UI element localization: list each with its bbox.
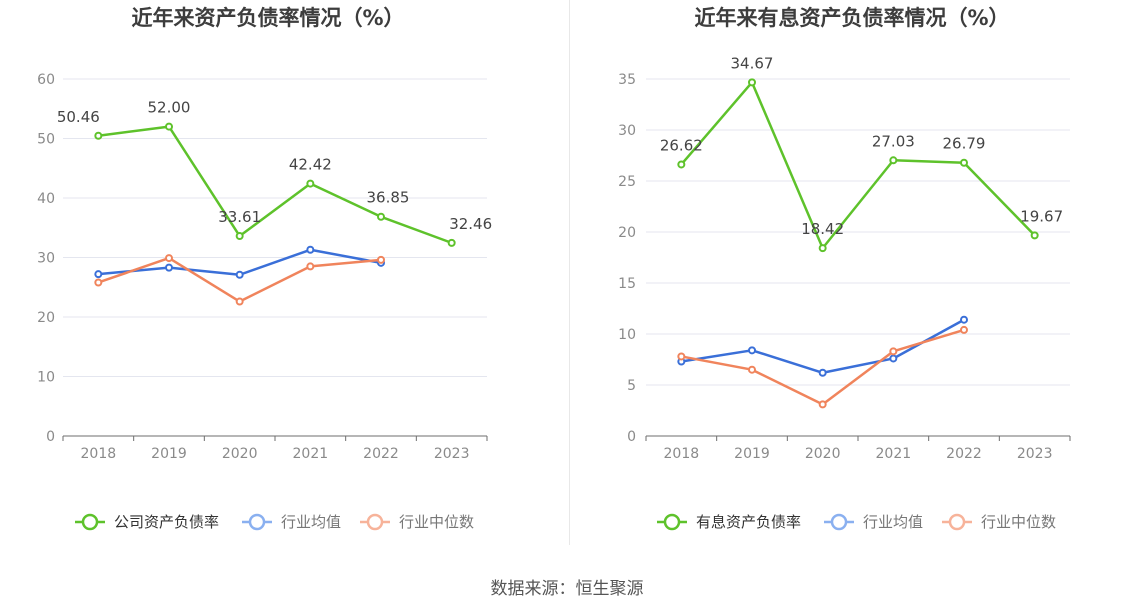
- chart-2-x-tick-label: 2023: [1017, 446, 1053, 462]
- chart-1-legend-industry_median-marker: [366, 513, 384, 531]
- chart-1-x-tick-label: 2021: [293, 446, 329, 462]
- chart-1-legend-industry_avg-marker: [248, 513, 266, 531]
- chart-1-series-industry_median-point: [235, 297, 244, 306]
- chart-2-y-tick-label: 5: [627, 378, 636, 394]
- chart-1-series-company-point: [306, 179, 315, 188]
- chart-2-series-company-point: [748, 78, 756, 87]
- chart-2-series-company-point: [960, 158, 968, 167]
- chart-1-series-industry_median-point: [165, 254, 173, 263]
- chart-2-series-industry_avg-point: [818, 368, 827, 377]
- chart-2-legend-industry_median-marker: [948, 513, 966, 531]
- chart-2-y-tick-label: 15: [618, 276, 636, 292]
- chart-1-series-industry_avg-point: [306, 245, 315, 254]
- chart-2-series-company-point: [1030, 231, 1039, 240]
- chart-2-data-label: 18.42: [801, 220, 844, 238]
- chart-1-x-tick-label: 2018: [81, 446, 117, 462]
- chart-2-series-industry_median-point: [889, 347, 898, 356]
- chart-2-x-tick-label: 2018: [664, 446, 700, 462]
- chart-1-x-tick-label: 2020: [222, 446, 258, 462]
- chart-2-series-industry_avg-point: [748, 346, 756, 355]
- chart-1-series-industry_avg-point: [235, 270, 244, 279]
- chart-2-y-tick-label: 20: [618, 225, 636, 241]
- chart-2-series-company-point: [818, 244, 827, 253]
- chart-1-y-tick-label: 20: [37, 310, 55, 326]
- chart-2-x-tick-label: 2022: [946, 446, 982, 462]
- chart-1-y-tick-label: 60: [37, 72, 55, 88]
- chart-2-title: 近年来有息资产负债率情况（%）: [694, 6, 1009, 30]
- chart-2-series-company-line: [680, 81, 1036, 250]
- chart-2-data-label: 27.03: [872, 132, 915, 150]
- chart-2-series-industry_median-line: [681, 328, 965, 406]
- chart-2-x-tick-label: 2021: [876, 446, 912, 462]
- chart-1-series-industry_median-line: [97, 256, 382, 303]
- chart-2-series-industry_median-point: [960, 325, 968, 334]
- chart-2-series-industry_median-point: [818, 400, 827, 409]
- chart-1-legend-company-marker: [81, 513, 99, 531]
- chart-1-series-company-point: [94, 131, 103, 140]
- chart-1-data-label: 52.00: [148, 99, 191, 117]
- chart-2-x-tick-label: 2019: [734, 446, 770, 462]
- chart-1-y-tick-label: 30: [37, 251, 55, 267]
- chart-1-series-industry_median-point: [94, 278, 103, 287]
- chart-1-data-label: 36.85: [367, 189, 410, 207]
- chart-2-x-tick-label: 2020: [805, 446, 841, 462]
- chart-1-x-tick-label: 2022: [363, 446, 399, 462]
- data-source-note: 数据来源：恒生聚源: [490, 579, 644, 599]
- chart-2-y-tick-label: 35: [618, 72, 636, 88]
- chart-1-y-tick-label: 50: [37, 132, 55, 148]
- chart-2-series-industry_avg-point: [960, 315, 968, 324]
- chart-1-series-company-point: [377, 212, 385, 221]
- chart-1-series-company-point: [447, 238, 456, 247]
- chart-2-data-label: 34.67: [731, 54, 774, 72]
- chart-1-data-label: 33.61: [218, 208, 261, 226]
- chart-1-data-label: 32.46: [449, 215, 492, 233]
- chart-2-data-label: 26.79: [943, 135, 986, 153]
- chart-1-series-industry_avg-point: [94, 270, 103, 279]
- chart-2-y-tick-label: 10: [618, 327, 636, 343]
- chart-2-series-company-point: [677, 160, 686, 169]
- chart-2-data-label: 19.67: [1020, 207, 1063, 225]
- chart-1-x-tick-label: 2023: [434, 446, 470, 462]
- chart-1-legend-industry_median-label: 行业中位数: [399, 513, 474, 531]
- chart-1-data-label: 42.42: [289, 156, 332, 174]
- chart-2-y-tick-label: 0: [627, 429, 636, 445]
- chart-1-y-tick-label: 10: [37, 370, 55, 386]
- chart-1-series-company-line: [98, 125, 453, 245]
- chart-2-series-industry_median-point: [677, 352, 686, 361]
- chart-1-series-company-point: [235, 232, 244, 241]
- chart-1-y-tick-label: 40: [37, 191, 55, 207]
- chart-2-legend-industry_avg-label: 行业均值: [863, 513, 923, 531]
- chart-2-data-label: 26.62: [660, 136, 703, 154]
- chart-1-series-company-point: [165, 122, 173, 131]
- chart-1-data-label: 50.46: [57, 108, 100, 126]
- chart-2-y-tick-label: 25: [618, 174, 636, 190]
- chart-1-series-industry_avg-point: [165, 263, 173, 272]
- chart-2-legend-industry_avg-marker: [830, 513, 848, 531]
- chart-2-series-company-point: [889, 156, 898, 165]
- chart-1-y-tick-label: 0: [46, 429, 55, 445]
- chart-1-series-industry_median-point: [306, 262, 315, 271]
- chart-2-y-tick-label: 30: [618, 123, 636, 139]
- chart-1-title: 近年来资产负债率情况（%）: [131, 6, 404, 30]
- chart-2-legend-industry_median-label: 行业中位数: [981, 513, 1056, 531]
- chart-1-x-tick-label: 2019: [151, 446, 187, 462]
- chart-1-legend-company-label: 公司资产负债率: [114, 513, 219, 531]
- chart-1-series-industry_median-point: [377, 255, 385, 264]
- chart-2-series-industry_avg-point: [889, 354, 898, 363]
- chart-2-legend-company-label: 有息资产负债率: [696, 513, 801, 531]
- chart-2-legend-company-marker: [663, 513, 681, 531]
- chart-1-legend-industry_avg-label: 行业均值: [281, 513, 341, 531]
- chart-2-series-industry_median-point: [748, 365, 756, 374]
